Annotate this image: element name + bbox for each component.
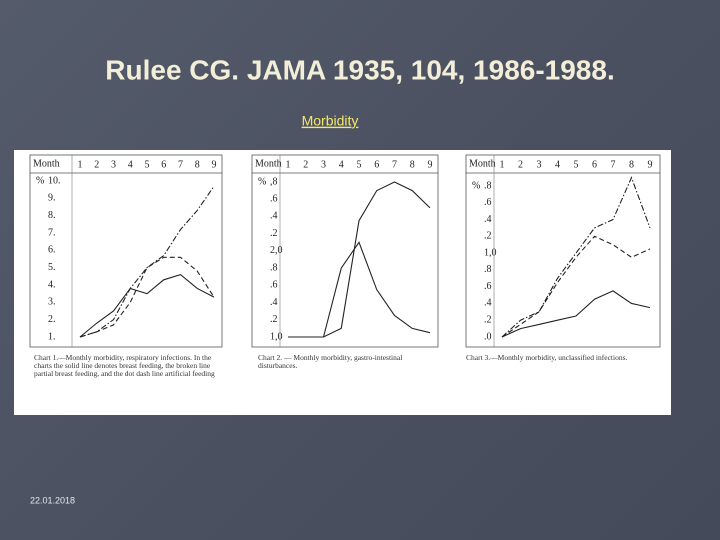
caption: Chart 2. — Monthly morbidity, gastro-int… [258, 353, 403, 370]
data-line [79, 185, 215, 338]
data-line [79, 256, 215, 338]
slide-title: Rulee CG. JAMA 1935, 104, 1986-1988. [105, 54, 614, 85]
x-tick-label: 1 [78, 159, 83, 170]
y-tick-label: .6 [484, 197, 492, 208]
x-tick-label: 7 [178, 159, 183, 170]
x-tick-label: 6 [374, 159, 379, 170]
x-tick-label: 2 [94, 159, 99, 170]
y-tick-label: .2 [270, 314, 278, 325]
scan-image [14, 150, 671, 415]
y-tick-label: 6. [48, 245, 56, 256]
x-tick-label: 5 [357, 159, 362, 170]
x-tick-label: 6 [161, 159, 166, 170]
x-tick-label: 5 [574, 159, 579, 170]
chart-frame [29, 154, 223, 348]
x-tick-label: 1 [286, 159, 291, 170]
x-tick-label: 4 [128, 159, 133, 170]
chart-frame [251, 154, 439, 348]
y-tick-label: .4 [270, 297, 278, 308]
y-tick-label: .6 [270, 280, 278, 291]
y-tick-label: 1,0 [484, 247, 497, 258]
x-tick-label: 4 [339, 159, 344, 170]
y-tick-label: 2,0 [270, 245, 283, 256]
x-tick-label: 1 [500, 159, 505, 170]
x-tick-label: 2 [518, 159, 523, 170]
y-tick-label: .2 [270, 228, 278, 239]
date: 22.01.2018 [30, 495, 75, 505]
x-tick-label: 8 [410, 159, 415, 170]
x-tick-label: 3 [111, 159, 116, 170]
x-tick-label: 4 [555, 159, 560, 170]
y-tick-label: .2 [484, 231, 492, 242]
caption: Chart 3.—Monthly morbidity, unclassified… [466, 353, 628, 362]
x-tick-label: 2 [303, 159, 308, 170]
x-axis-label: Month [33, 158, 60, 169]
y-tick-label: .2 [484, 315, 492, 326]
y-tick-label: 10. [48, 175, 61, 186]
y-tick-label: 7. [48, 227, 56, 238]
y-axis-label: % [36, 175, 44, 186]
data-line [501, 176, 651, 338]
y-tick-label: 4. [48, 279, 56, 290]
y-tick-label: .4 [270, 211, 278, 222]
x-tick-label: 9 [428, 159, 433, 170]
y-tick-label: .6 [270, 194, 278, 205]
x-tick-label: 9 [648, 159, 653, 170]
y-axis-label: % [258, 176, 266, 187]
x-tick-label: 7 [392, 159, 397, 170]
y-tick-label: 1. [48, 331, 56, 342]
x-axis-label: Month [469, 158, 496, 169]
x-axis-label: Month [255, 158, 282, 169]
link[interactable]: Morbidity [302, 113, 359, 129]
x-tick-label: 3 [321, 159, 326, 170]
chart-frame [465, 154, 661, 348]
y-tick-label: .4 [484, 214, 492, 225]
y-tick-label: 2. [48, 314, 56, 325]
y-axis-label: % [472, 180, 480, 191]
y-tick-label: 9. [48, 193, 56, 204]
caption: Chart 1.—Monthly morbidity, respiratory … [34, 353, 215, 378]
y-tick-label: .0 [484, 331, 492, 342]
y-tick-label: ,8 [270, 176, 278, 187]
x-tick-label: 6 [592, 159, 597, 170]
y-tick-label: 8. [48, 210, 56, 221]
x-tick-label: 8 [195, 159, 200, 170]
y-tick-label: .8 [484, 180, 492, 191]
y-tick-label: .6 [484, 281, 492, 292]
y-tick-label: .8 [270, 262, 278, 273]
x-tick-label: 9 [212, 159, 217, 170]
x-tick-label: 5 [145, 159, 150, 170]
x-tick-label: 8 [629, 159, 634, 170]
data-line [501, 290, 651, 338]
data-line [79, 273, 215, 338]
x-tick-label: 7 [611, 159, 616, 170]
data-line [288, 241, 431, 338]
y-tick-label: 5. [48, 262, 56, 273]
y-tick-label: .8 [484, 264, 492, 275]
y-tick-label: .4 [484, 298, 492, 309]
y-tick-label: 3. [48, 297, 56, 308]
y-tick-label: 1,0 [270, 331, 283, 342]
x-tick-label: 3 [537, 159, 542, 170]
